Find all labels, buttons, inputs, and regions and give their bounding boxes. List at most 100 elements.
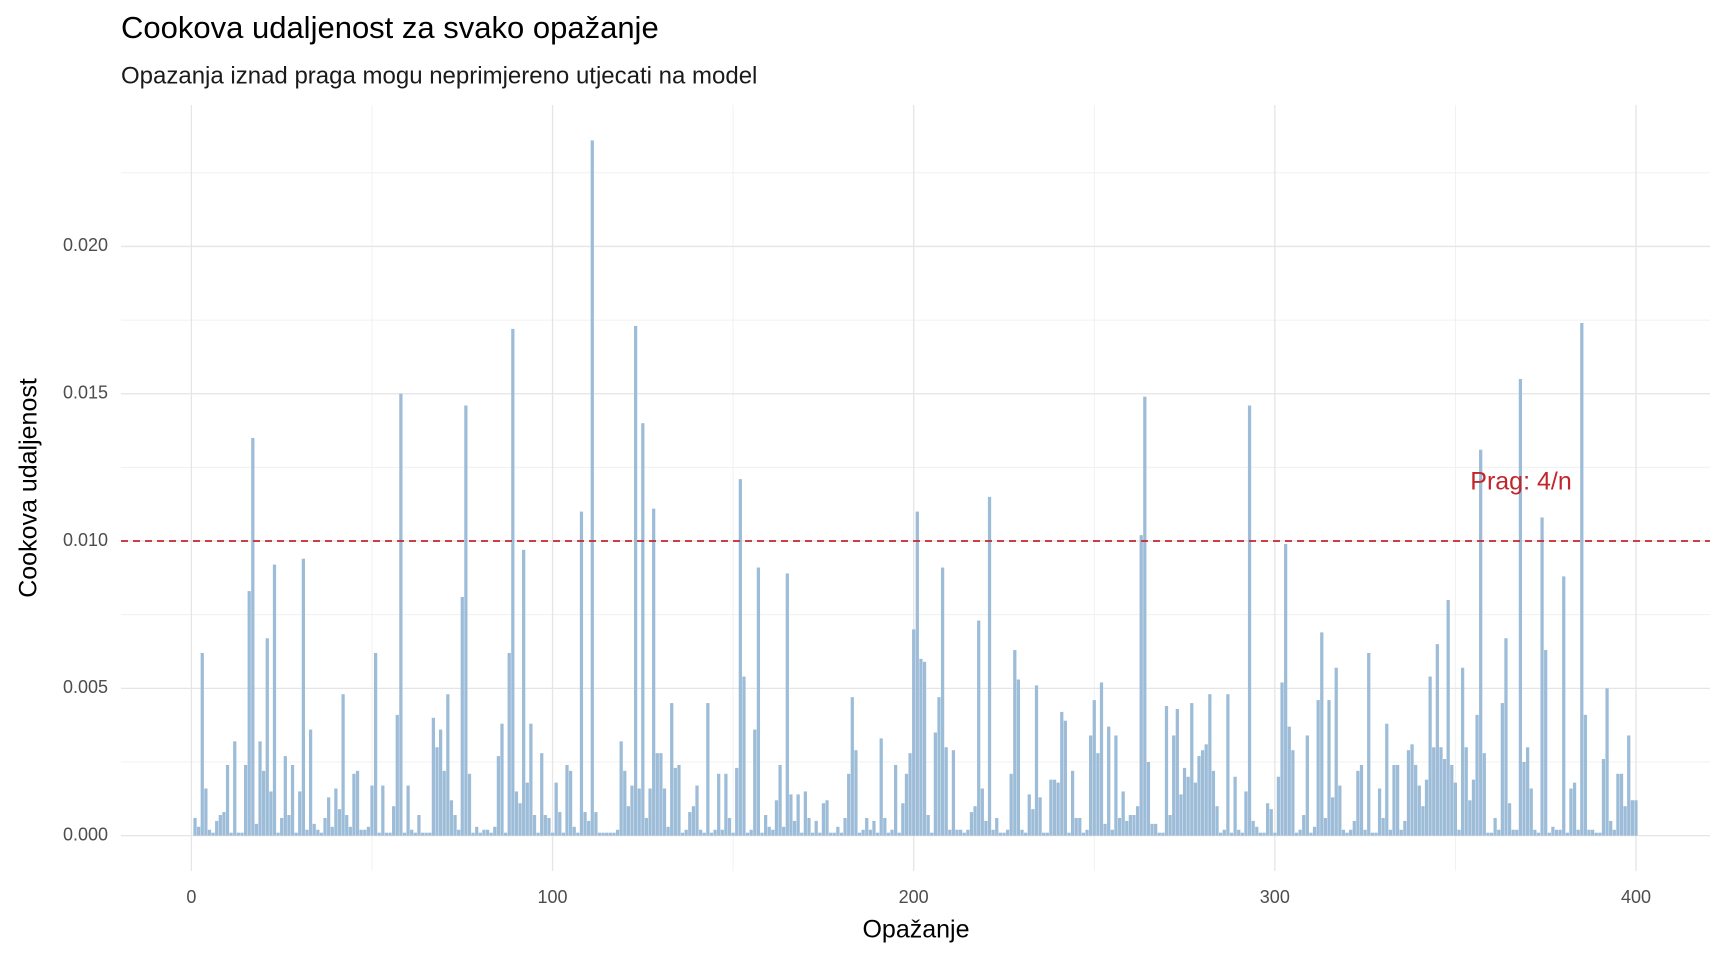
- bar: [1403, 820, 1407, 836]
- bar: [615, 829, 620, 836]
- bar: [1565, 832, 1569, 836]
- bar: [341, 694, 345, 836]
- bar: [1096, 753, 1100, 836]
- bar: [1204, 744, 1208, 836]
- bar: [1349, 829, 1353, 836]
- bar: [1031, 809, 1035, 836]
- bar: [413, 832, 417, 836]
- bar: [446, 694, 450, 836]
- bar: [1070, 770, 1075, 836]
- bar: [1367, 652, 1371, 836]
- bar: [1323, 817, 1328, 836]
- bar: [1439, 747, 1443, 836]
- bar: [1385, 723, 1389, 836]
- bar: [659, 753, 663, 836]
- bar: [872, 820, 876, 836]
- bar: [792, 820, 797, 836]
- bar: [1464, 747, 1468, 836]
- bar: [1377, 788, 1382, 836]
- bar: [1522, 761, 1526, 836]
- bar: [460, 597, 464, 836]
- bar: [1161, 832, 1165, 836]
- bar: [1453, 782, 1458, 836]
- bar: [298, 791, 302, 836]
- bar: [973, 806, 977, 836]
- x-tick-label: 200: [899, 887, 929, 907]
- chart-title: Cookova udaljenost za svako opažanje: [121, 10, 659, 45]
- bar: [1374, 832, 1378, 836]
- bar: [1172, 735, 1176, 836]
- bar: [969, 812, 974, 836]
- bar: [305, 829, 309, 836]
- bar: [1551, 826, 1555, 836]
- bar: [767, 826, 771, 836]
- bar: [1190, 703, 1194, 836]
- bar: [428, 832, 432, 836]
- bar: [1049, 779, 1053, 836]
- x-tick-label: 400: [1621, 887, 1651, 907]
- bar: [688, 812, 692, 836]
- bar: [1103, 823, 1107, 836]
- bar: [619, 741, 623, 836]
- bar: [493, 826, 497, 836]
- bar: [1406, 750, 1411, 836]
- bar: [594, 812, 598, 836]
- bar: [1240, 832, 1244, 836]
- bar: [605, 832, 609, 836]
- bar: [312, 823, 316, 836]
- bar: [731, 832, 735, 836]
- bar: [897, 832, 901, 836]
- bar: [377, 832, 381, 836]
- bar: [771, 829, 775, 836]
- bar: [1110, 829, 1114, 836]
- bar: [814, 820, 818, 836]
- bar: [525, 782, 529, 836]
- bar: [1489, 832, 1494, 836]
- bar: [1554, 829, 1559, 836]
- bar: [948, 829, 952, 836]
- bar: [464, 405, 468, 836]
- bar: [735, 767, 739, 836]
- bar: [1410, 744, 1414, 836]
- bar: [760, 832, 764, 836]
- bar: [1089, 735, 1093, 836]
- bar: [200, 652, 204, 836]
- bar: [998, 832, 1002, 836]
- bar: [1417, 785, 1421, 836]
- bar: [1587, 829, 1591, 836]
- bar: [1038, 797, 1042, 836]
- bar: [276, 832, 280, 836]
- bar: [1515, 829, 1519, 836]
- bar: [1500, 703, 1504, 836]
- bar: [1612, 829, 1616, 836]
- bar: [966, 829, 970, 836]
- bar: [1215, 806, 1219, 836]
- bar: [655, 753, 659, 836]
- bar: [1450, 764, 1454, 836]
- bar: [1024, 832, 1028, 836]
- bar: [1211, 770, 1216, 836]
- bar: [865, 817, 869, 836]
- bar: [1168, 815, 1172, 836]
- bar: [467, 773, 472, 836]
- bar: [1208, 694, 1212, 836]
- bar: [193, 817, 197, 836]
- bar: [1627, 735, 1631, 836]
- bar: [1078, 817, 1082, 836]
- bar: [1630, 800, 1634, 836]
- bar: [1388, 829, 1393, 836]
- y-axis-label: Cookova udaljenost: [15, 378, 43, 598]
- bar: [756, 567, 761, 836]
- bar: [1197, 756, 1201, 836]
- bar: [323, 817, 327, 836]
- bar: [402, 832, 407, 836]
- bar: [1623, 806, 1627, 836]
- bar: [215, 820, 219, 836]
- bar: [670, 703, 674, 836]
- bar: [785, 573, 789, 836]
- bar: [503, 832, 508, 836]
- bar: [919, 658, 923, 836]
- bar: [1135, 806, 1140, 836]
- bar: [1569, 788, 1573, 836]
- bar: [1471, 779, 1476, 836]
